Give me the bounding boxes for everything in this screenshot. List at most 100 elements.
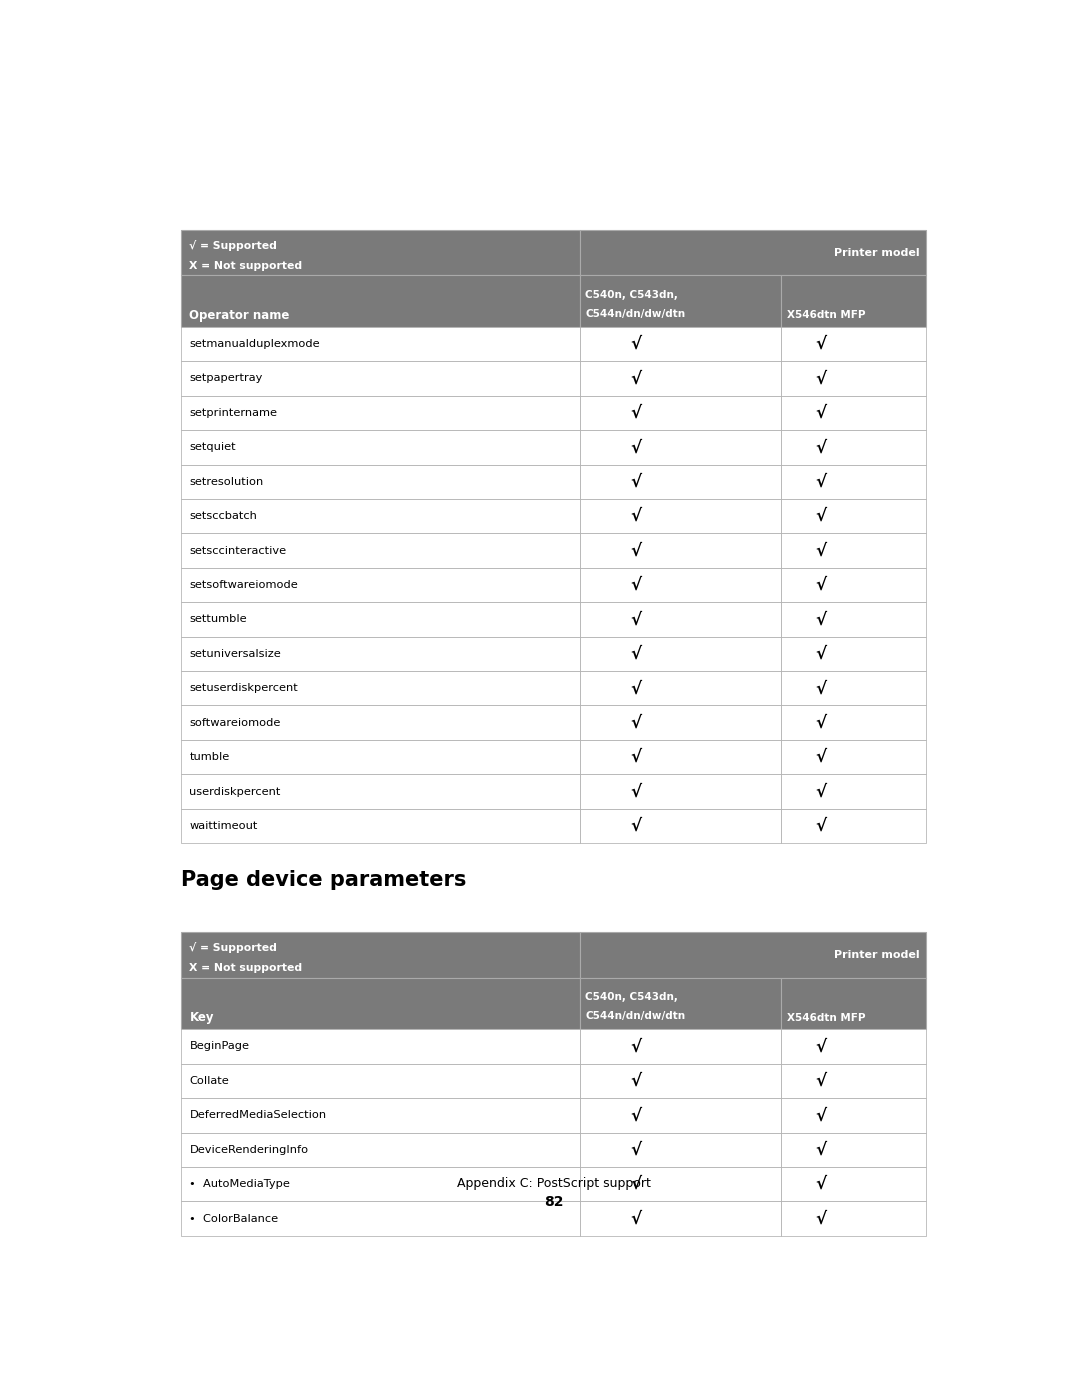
Text: DeferredMediaSelection: DeferredMediaSelection — [189, 1111, 326, 1120]
Text: DeviceRenderingInfo: DeviceRenderingInfo — [189, 1144, 309, 1155]
Bar — [181, 774, 580, 809]
Text: √: √ — [631, 1038, 642, 1056]
Bar — [781, 1133, 926, 1166]
Text: √: √ — [631, 335, 642, 353]
Text: √: √ — [815, 1141, 827, 1158]
Bar — [580, 602, 781, 637]
Bar — [781, 809, 926, 844]
Text: Printer model: Printer model — [834, 950, 919, 960]
Text: √: √ — [815, 749, 827, 766]
Text: √: √ — [815, 542, 827, 560]
Bar — [781, 774, 926, 809]
Bar — [781, 1166, 926, 1201]
Text: C540n, C543dn,: C540n, C543dn, — [585, 992, 678, 1002]
Text: setuniversalsize: setuniversalsize — [189, 648, 281, 659]
Text: √: √ — [631, 507, 642, 525]
Bar — [181, 362, 580, 395]
Bar — [781, 602, 926, 637]
Bar — [580, 932, 926, 978]
Text: √: √ — [631, 1071, 642, 1090]
Bar — [580, 978, 781, 1030]
Bar — [781, 637, 926, 671]
Bar — [181, 637, 580, 671]
Text: setmanualduplexmode: setmanualduplexmode — [189, 339, 320, 349]
Bar — [580, 499, 781, 534]
Text: √: √ — [631, 472, 642, 490]
Text: √: √ — [631, 679, 642, 697]
Bar — [580, 362, 781, 395]
Text: userdiskpercent: userdiskpercent — [189, 787, 281, 796]
Bar — [181, 231, 580, 275]
Bar — [580, 774, 781, 809]
Bar — [580, 637, 781, 671]
Bar — [580, 809, 781, 844]
Text: C544n/dn/dw/dtn: C544n/dn/dw/dtn — [585, 309, 686, 319]
Bar — [181, 1098, 580, 1133]
Bar — [181, 932, 580, 978]
Bar — [781, 395, 926, 430]
Text: √: √ — [815, 507, 827, 525]
Text: √: √ — [815, 610, 827, 629]
Text: √: √ — [815, 782, 827, 800]
Text: setpapertray: setpapertray — [189, 373, 262, 383]
Bar — [781, 671, 926, 705]
Bar — [781, 978, 926, 1030]
Text: setsccbatch: setsccbatch — [189, 511, 257, 521]
Text: √: √ — [631, 1141, 642, 1158]
Text: setprintername: setprintername — [189, 408, 278, 418]
Bar — [580, 465, 781, 499]
Bar — [181, 1063, 580, 1098]
Text: BeginPage: BeginPage — [189, 1042, 249, 1052]
Bar — [781, 567, 926, 602]
Text: Collate: Collate — [189, 1076, 229, 1085]
Text: Key: Key — [189, 1011, 214, 1024]
Bar — [580, 534, 781, 567]
Bar — [781, 362, 926, 395]
Text: setquiet: setquiet — [189, 443, 237, 453]
Bar — [781, 1030, 926, 1063]
Text: √: √ — [631, 404, 642, 422]
Bar — [580, 395, 781, 430]
Text: •  ColorBalance: • ColorBalance — [189, 1214, 279, 1224]
Text: √: √ — [631, 542, 642, 560]
Bar — [181, 327, 580, 362]
Text: √: √ — [815, 817, 827, 835]
Bar — [781, 275, 926, 327]
Bar — [580, 1201, 781, 1236]
Text: √: √ — [631, 782, 642, 800]
Text: C544n/dn/dw/dtn: C544n/dn/dw/dtn — [585, 1011, 686, 1021]
Text: √: √ — [815, 1106, 827, 1125]
Bar — [580, 705, 781, 740]
Text: Appendix C: PostScript support: Appendix C: PostScript support — [457, 1176, 650, 1190]
Text: √: √ — [815, 1210, 827, 1228]
Bar — [781, 499, 926, 534]
Text: √: √ — [631, 1106, 642, 1125]
Bar — [580, 567, 781, 602]
Bar — [181, 740, 580, 774]
Bar — [580, 231, 926, 275]
Text: √ = Supported: √ = Supported — [189, 240, 278, 251]
Bar — [580, 327, 781, 362]
Bar — [580, 671, 781, 705]
Bar — [181, 809, 580, 844]
Bar — [781, 1201, 926, 1236]
Text: √: √ — [815, 369, 827, 387]
Text: √: √ — [815, 439, 827, 457]
Text: Operator name: Operator name — [189, 309, 289, 321]
Bar — [181, 534, 580, 567]
Bar — [580, 1166, 781, 1201]
Text: settumble: settumble — [189, 615, 247, 624]
Bar — [181, 275, 580, 327]
Bar — [181, 465, 580, 499]
Text: 82: 82 — [543, 1196, 564, 1210]
Bar — [181, 395, 580, 430]
Text: Printer model: Printer model — [834, 247, 919, 257]
Text: √: √ — [815, 576, 827, 594]
Bar — [580, 1133, 781, 1166]
Text: X546dtn MFP: X546dtn MFP — [786, 310, 865, 320]
Text: √: √ — [631, 749, 642, 766]
Text: √: √ — [815, 679, 827, 697]
Text: √: √ — [631, 439, 642, 457]
Bar — [181, 499, 580, 534]
Bar — [580, 740, 781, 774]
